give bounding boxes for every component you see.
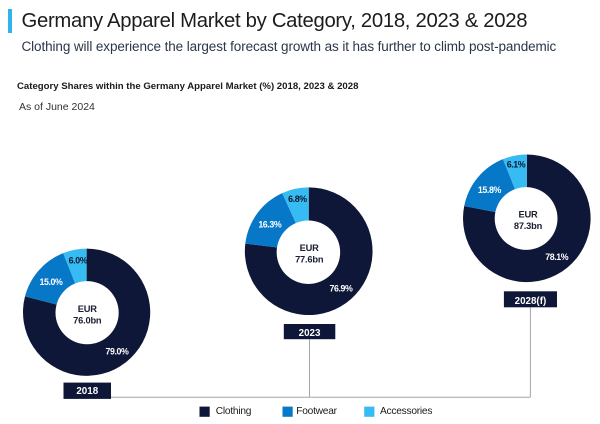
- svg-text:15.8%: 15.8%: [478, 185, 502, 195]
- svg-text:EUR: EUR: [518, 209, 538, 219]
- svg-text:79.0%: 79.0%: [106, 347, 130, 357]
- svg-text:6.0%: 6.0%: [69, 255, 88, 265]
- svg-text:78.1%: 78.1%: [545, 252, 569, 262]
- svg-text:76.9%: 76.9%: [330, 284, 354, 294]
- svg-text:15.0%: 15.0%: [40, 277, 64, 287]
- svg-text:87.3bn: 87.3bn: [514, 221, 543, 231]
- svg-text:77.6bn: 77.6bn: [295, 254, 324, 264]
- svg-text:2023: 2023: [299, 328, 321, 339]
- svg-text:Clothing: Clothing: [216, 406, 252, 417]
- svg-text:6.1%: 6.1%: [507, 160, 526, 170]
- svg-text:EUR: EUR: [78, 304, 98, 314]
- svg-text:Footwear: Footwear: [296, 406, 337, 417]
- svg-text:6.8%: 6.8%: [288, 194, 307, 204]
- svg-text:Accessories: Accessories: [380, 406, 432, 417]
- svg-text:EUR: EUR: [300, 243, 320, 253]
- svg-text:76.0bn: 76.0bn: [73, 315, 102, 325]
- svg-text:16.3%: 16.3%: [258, 219, 282, 229]
- svg-text:2018: 2018: [76, 386, 98, 397]
- svg-text:2028(f): 2028(f): [515, 296, 547, 307]
